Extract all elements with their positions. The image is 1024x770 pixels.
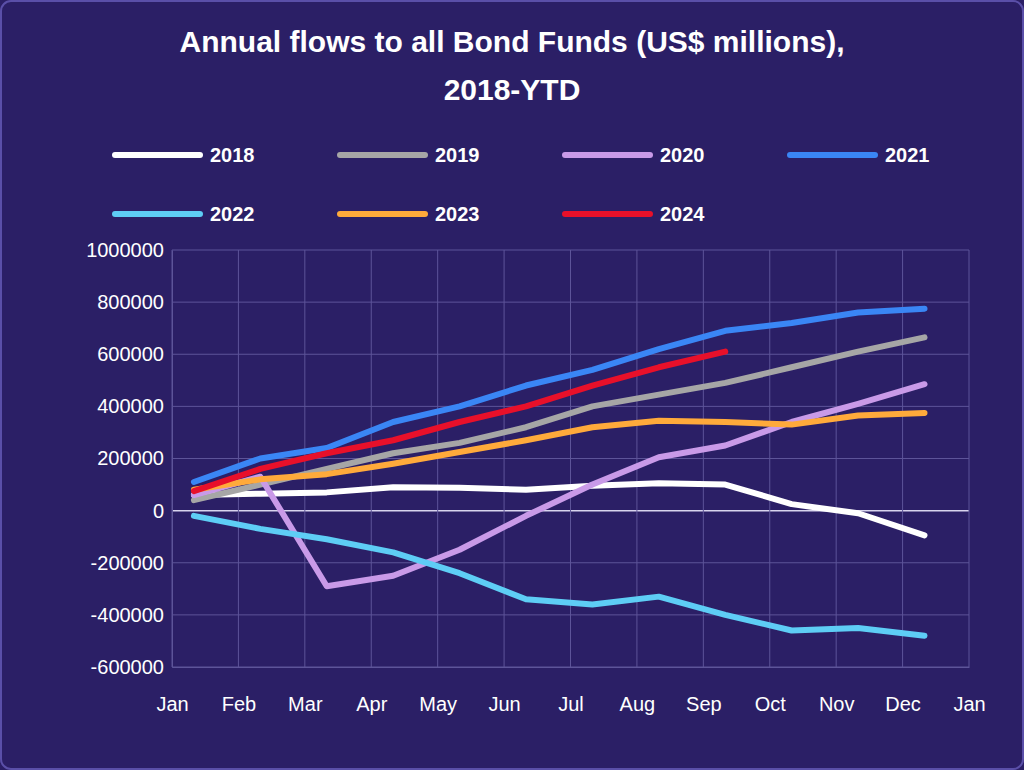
x-axis-line: [173, 667, 970, 668]
x-axis: Jan Feb Mar Apr May Jun Jul Aug Sep Oct Nov Dec Jan: [156, 667, 985, 715]
x-tick: Mar: [288, 667, 323, 715]
x-tick-label: Sep: [686, 693, 722, 715]
title: Annual flows to all Bond Funds (US$ mill…: [180, 25, 845, 106]
grid-line: [703, 250, 704, 667]
legend-label: 2018: [210, 144, 255, 166]
y-tick: -400000: [91, 604, 172, 626]
y-tick: 0: [153, 500, 172, 522]
x-tick: May: [419, 667, 457, 715]
y-tick-label: -200000: [91, 552, 164, 574]
series-line: [194, 337, 925, 500]
x-tick: Sep: [686, 667, 722, 715]
legend-label: 2023: [435, 203, 480, 225]
x-tick: Feb: [222, 667, 256, 715]
y-tick: -600000: [91, 656, 172, 678]
x-tick: Jan: [156, 667, 188, 715]
legend-swatch: [565, 152, 650, 158]
x-tick: Oct: [755, 667, 787, 715]
y-tick-label: 1000000: [86, 239, 164, 261]
y-tick-label: 200000: [97, 447, 164, 469]
x-tick: Jul: [558, 667, 584, 715]
y-tick: 600000: [97, 343, 172, 365]
x-tick-label: Aug: [620, 693, 656, 715]
y-axis-line: [172, 251, 173, 668]
legend: 2018 2019 2020 2021 2022 2023 2024: [115, 144, 930, 225]
x-tick-label: Dec: [885, 693, 921, 715]
x-tick: Nov: [819, 667, 855, 715]
x-tick: Dec: [885, 667, 921, 715]
y-tick-label: 800000: [97, 291, 164, 313]
x-tick-label: Nov: [819, 693, 855, 715]
y-tick-label: 400000: [97, 395, 164, 417]
series-line: [194, 516, 925, 636]
chart: Annual flows to all Bond Funds (US$ mill…: [0, 0, 1024, 770]
x-tick-label: Jul: [558, 693, 584, 715]
legend-swatch: [115, 152, 200, 158]
x-tick-label: Oct: [755, 693, 787, 715]
grid-line: [172, 250, 173, 667]
x-tick-label: Feb: [222, 693, 256, 715]
x-tick: Aug: [620, 667, 656, 715]
background: [1, 1, 1023, 769]
legend-label: 2020: [660, 144, 705, 166]
grid-line: [969, 250, 970, 667]
x-tick-label: May: [419, 693, 457, 715]
grid: [172, 250, 969, 667]
grid-line: [636, 250, 637, 667]
legend-swatch: [790, 152, 875, 158]
y-tick: 400000: [97, 395, 172, 417]
y-tick: 200000: [97, 447, 172, 469]
grid-line: [769, 250, 770, 667]
series-line: [194, 483, 925, 535]
y-tick: 1000000: [86, 239, 172, 261]
y-tick-label: -600000: [91, 656, 164, 678]
legend-label: 2024: [660, 203, 705, 225]
legend-swatch: [115, 211, 200, 217]
x-tick-label: Jun: [488, 693, 520, 715]
x-tick: Apr: [356, 667, 387, 715]
x-tick-label: Mar: [288, 693, 323, 715]
legend-label: 2019: [435, 144, 480, 166]
legend-label: 2021: [885, 144, 930, 166]
series-line: [194, 413, 925, 490]
y-axis: -600000 -400000 -200000 0 200000 400000 600000…: [86, 239, 172, 678]
x-tick-label: Jan: [156, 693, 188, 715]
y-tick-label: 600000: [97, 343, 164, 365]
y-tick: 800000: [97, 291, 172, 313]
y-tick-label: -400000: [91, 604, 164, 626]
legend-swatch: [565, 211, 650, 217]
y-tick-label: 0: [153, 500, 164, 522]
x-tick-label: Apr: [356, 693, 387, 715]
legend-swatch: [340, 152, 425, 158]
series-line: [194, 384, 925, 586]
x-tick-label: Jan: [953, 693, 985, 715]
series-line: [194, 352, 725, 491]
grid-line: [504, 250, 505, 667]
legend-label: 2022: [210, 203, 255, 225]
x-tick: Jan: [953, 667, 985, 715]
y-tick: -200000: [91, 552, 172, 574]
plot-area: [194, 309, 925, 636]
x-tick: Jun: [488, 667, 520, 715]
grid-line: [836, 250, 837, 667]
legend-swatch: [340, 211, 425, 217]
grid-line: [238, 250, 239, 667]
